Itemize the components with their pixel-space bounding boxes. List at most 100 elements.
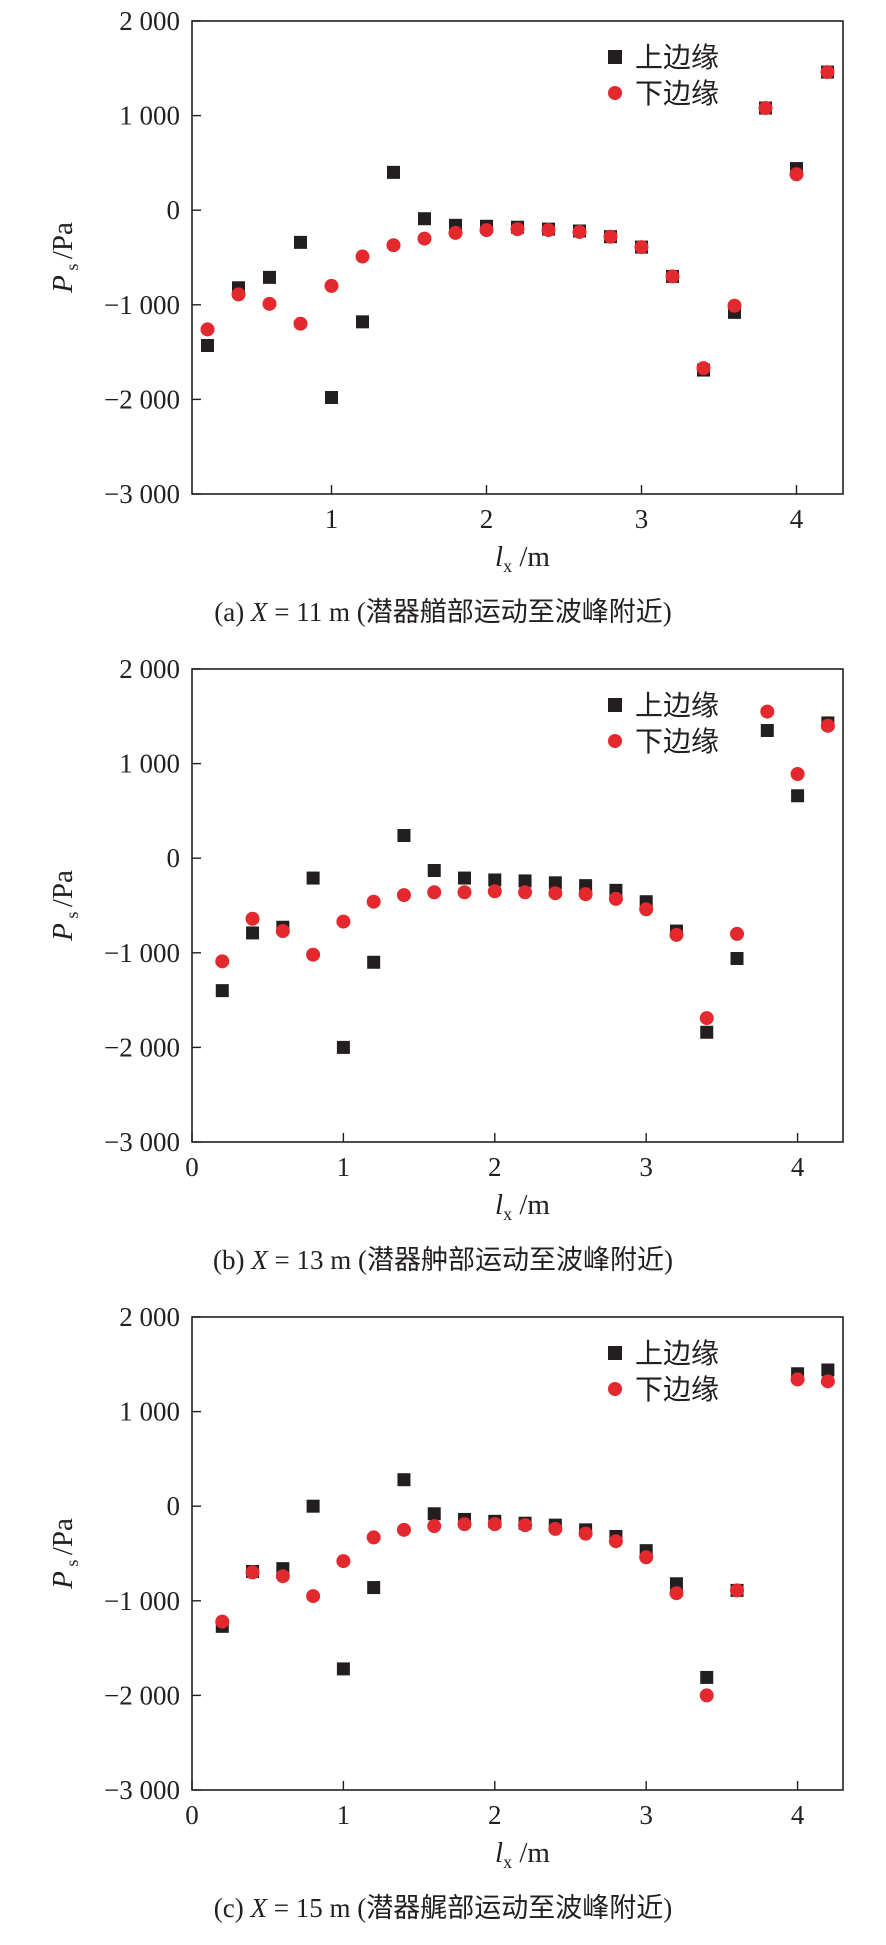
data-point-lower <box>820 1374 835 1389</box>
caption-b: (b) X = 13 m (潜器舯部运动至波峰附近) <box>0 1238 886 1277</box>
x-tick-label: 2 <box>488 1800 502 1830</box>
data-point-lower <box>262 296 277 311</box>
legend-label-lower: 下边缘 <box>635 1373 719 1406</box>
data-point-upper <box>306 1499 320 1513</box>
caption-b-text: = 13 m (潜器舯部运动至波峰附近) <box>267 1245 673 1275</box>
data-point-upper <box>730 951 744 965</box>
y-tick-label: −2 000 <box>104 1680 180 1710</box>
data-point-lower <box>634 240 649 255</box>
caption-a-text: = 11 m (潜器艏部运动至波峰附近) <box>267 597 672 627</box>
y-tick-label: 0 <box>167 195 181 225</box>
legend-marker-upper <box>608 50 622 64</box>
data-point-lower <box>639 902 654 917</box>
data-point-lower <box>820 65 835 80</box>
x-axis-label-unit: /m <box>512 541 550 573</box>
data-point-lower <box>324 278 339 293</box>
y-tick-label: 2 000 <box>119 654 180 684</box>
data-point-lower <box>696 361 711 376</box>
data-point-lower <box>245 911 260 926</box>
x-tick-label: 1 <box>337 1152 351 1182</box>
y-tick-label: 1 000 <box>119 749 180 779</box>
data-point-lower <box>275 1569 290 1584</box>
data-point-lower <box>200 322 215 337</box>
data-point-lower <box>572 224 587 239</box>
x-axis-label-subscript: x <box>503 556 512 576</box>
data-point-lower <box>215 1614 230 1629</box>
x-tick-label: 0 <box>185 1152 199 1182</box>
legend-label-lower: 下边缘 <box>635 725 719 758</box>
data-point-lower <box>541 223 556 238</box>
data-point-upper <box>700 1670 714 1684</box>
data-point-lower <box>306 1589 321 1604</box>
x-axis-label: lx /m <box>495 541 550 576</box>
data-point-lower <box>417 231 432 246</box>
data-point-lower <box>306 947 321 962</box>
caption-c-var: X <box>250 1893 268 1923</box>
legend-marker-lower <box>608 734 622 748</box>
plot-frame-c <box>191 1316 844 1791</box>
data-point-upper <box>367 955 381 969</box>
x-axis-label-symbol: l <box>495 1837 503 1869</box>
y-tick-label: −1 000 <box>104 938 180 968</box>
data-point-upper <box>700 1025 714 1039</box>
data-point-upper <box>418 212 431 226</box>
data-point-lower <box>608 891 623 906</box>
data-point-lower <box>758 101 773 116</box>
x-tick-label: 3 <box>639 1152 653 1182</box>
data-point-upper <box>397 1473 411 1487</box>
data-point-upper <box>306 871 320 885</box>
legend-label-upper: 上边缘 <box>635 689 719 722</box>
data-point-upper <box>336 1040 350 1054</box>
x-tick-label: 0 <box>185 1800 199 1830</box>
caption-c-text: = 15 m (潜器艉部运动至波峰附近) <box>267 1893 673 1923</box>
data-point-upper <box>427 863 441 877</box>
y-tick-label: 2 000 <box>119 6 180 36</box>
data-point-lower <box>548 1521 563 1536</box>
data-point-lower <box>275 924 290 939</box>
data-point-lower <box>760 704 775 719</box>
legend-marker-upper <box>608 698 622 712</box>
x-tick-label: 4 <box>791 1152 805 1182</box>
caption-c: (c) X = 15 m (潜器艉部运动至波峰附近) <box>0 1886 886 1925</box>
data-point-lower <box>789 167 804 182</box>
y-axis-label-unit: /Pa <box>47 870 79 907</box>
y-axis-label-subscript: s <box>62 907 82 923</box>
data-point-upper <box>387 165 400 179</box>
data-point-lower <box>730 1583 745 1598</box>
data-point-upper <box>488 873 502 887</box>
data-point-lower <box>699 1688 714 1703</box>
y-axis-label-subscript: s <box>62 259 82 275</box>
data-point-upper <box>336 1662 350 1676</box>
data-point-lower <box>790 1372 805 1387</box>
chart-panel-b: 2 000 1 000 0 −1 000 −2 000 −3 000 0 1 2 3 4 P s /P… <box>0 648 886 1296</box>
x-axis-label-unit: /m <box>512 1189 550 1221</box>
data-point-upper <box>458 871 472 885</box>
data-point-upper <box>397 828 411 842</box>
data-point-upper <box>427 1507 441 1521</box>
x-axis-label-symbol: l <box>495 541 503 573</box>
y-tick-label: 0 <box>167 1491 181 1521</box>
legend-label-upper: 上边缘 <box>635 41 719 74</box>
data-point-lower <box>790 767 805 782</box>
data-point-upper <box>760 723 774 737</box>
y-tick-label: −3 000 <box>104 479 180 509</box>
y-axis-label-unit: /Pa <box>47 1518 79 1555</box>
data-point-lower <box>487 1517 502 1532</box>
plot-frame-a <box>191 20 844 495</box>
data-point-lower <box>245 1565 260 1580</box>
chart-panel-a: 2 000 1 000 0 −1 000 −2 000 −3 000 1 2 3 4 P s /Pa… <box>0 0 886 648</box>
data-point-lower <box>355 249 370 264</box>
y-tick-label: −1 000 <box>104 1586 180 1616</box>
legend-marker-lower <box>608 86 622 100</box>
data-point-lower <box>578 887 593 902</box>
data-point-lower <box>396 1522 411 1537</box>
data-point-upper <box>215 984 229 998</box>
data-point-upper <box>201 338 214 352</box>
data-point-upper <box>669 1577 683 1591</box>
data-point-lower <box>427 1519 442 1534</box>
legend-label-lower: 下边缘 <box>635 77 719 110</box>
data-point-lower <box>510 222 525 237</box>
caption-a-var: X <box>251 597 268 627</box>
data-point-lower <box>639 1550 654 1565</box>
